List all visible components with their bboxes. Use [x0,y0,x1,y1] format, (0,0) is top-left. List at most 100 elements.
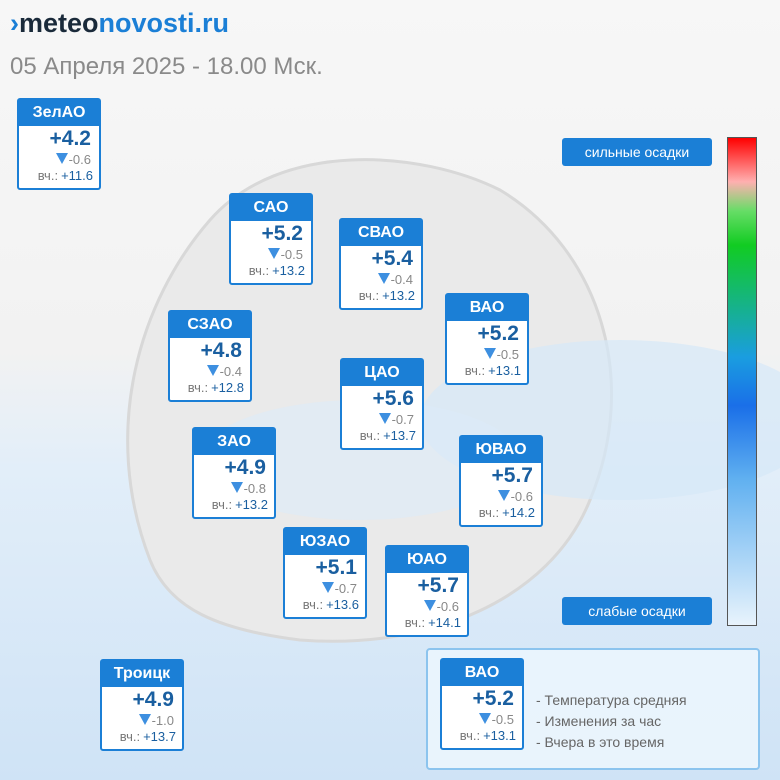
hourly-change: -0.8 [194,481,274,496]
change-value: -0.6 [68,152,91,167]
legend-item: - Изменения за час [536,713,662,729]
yesterday: вч.: +13.1 [447,362,527,383]
yesterday-value: +13.2 [382,288,415,303]
temperature: +5.2 [477,322,519,345]
change-value: -0.6 [436,599,459,614]
yesterday-label: вч.: [302,597,324,612]
down-arrow [321,582,334,593]
district-name: Троицк [102,661,182,687]
yesterday: вч.: +14.1 [387,614,467,635]
down-arrow [230,482,243,493]
temperature: +5.7 [417,574,459,597]
yesterday-value: +13.2 [272,263,305,278]
change-value: -0.5 [496,347,519,362]
temperature: +5.1 [315,556,357,579]
yesterday-label: вч.: [478,505,500,520]
yesterday: вч.: +13.1 [442,727,522,748]
yesterday-label: вч.: [211,497,233,512]
district-card: ВАО +5.2 -0.5 вч.: +13.1 [440,658,524,750]
down-arrow [138,714,151,725]
yesterday-label: вч.: [37,168,59,183]
hourly-change: -0.6 [461,489,541,504]
yesterday: вч.: +13.6 [285,596,365,617]
down-arrow [423,600,436,611]
hourly-change: -0.4 [170,364,250,379]
yesterday: вч.: +13.7 [342,427,422,448]
district-name: ЗАО [194,429,274,455]
change-value: -0.8 [243,481,266,496]
yesterday-label: вч.: [404,615,426,630]
yesterday-value: +13.2 [235,497,268,512]
yesterday: вч.: +12.8 [170,379,250,400]
precip-high-label: сильные осадки [562,138,712,166]
district-card: ВАО +5.2 -0.5 вч.: +13.1 [445,293,529,385]
yesterday: вч.: +14.2 [461,504,541,525]
yesterday: вч.: +11.6 [19,167,99,188]
precip-low-label: слабые осадки [562,597,712,625]
change-value: -0.5 [491,712,514,727]
yesterday-value: +11.6 [61,168,93,183]
temperature: +4.9 [224,456,266,479]
legend-item: - Вчера в это время [536,734,665,750]
yesterday-label: вч.: [119,729,141,744]
temperature: +5.2 [472,687,514,710]
yesterday: вч.: +13.2 [231,262,311,283]
yesterday-label: вч.: [359,428,381,443]
hourly-change: -0.5 [447,347,527,362]
hourly-change: -1.0 [102,713,182,728]
district-name: СВАО [341,220,421,246]
district-card: СВАО +5.4 -0.4 вч.: +13.2 [339,218,423,310]
hourly-change: -0.4 [341,272,421,287]
legend-item: - Температура средняя [536,692,687,708]
change-value: -0.5 [280,247,303,262]
yesterday: вч.: +13.7 [102,728,182,749]
yesterday-label: вч.: [358,288,380,303]
change-value: -1.0 [151,713,174,728]
change-value: -0.7 [334,581,357,596]
hourly-change: -0.7 [285,581,365,596]
district-name: ВАО [447,295,527,321]
subtitle: 05 Апреля 2025 - 18.00 Мск. [10,53,323,80]
district-name: ЮВАО [461,437,541,463]
district-name: СЗАО [170,312,250,338]
change-value: -0.4 [390,272,413,287]
yesterday-value: +13.1 [483,728,516,743]
legend-items: - Температура средняя - Изменения за час -… [536,690,687,753]
hourly-change: -0.6 [387,599,467,614]
hourly-change: -0.5 [231,247,311,262]
change-value: -0.4 [219,364,242,379]
down-arrow [267,248,280,259]
district-name: ВАО [442,660,522,686]
change-value: -0.7 [391,412,414,427]
logo: ›meteonovosti.ru [10,8,230,38]
district-name: ЦАО [342,360,422,386]
district-name: ЮАО [387,547,467,573]
logo-bold: meteo [19,8,99,38]
yesterday-label: вч.: [248,263,270,278]
hourly-change: -0.7 [342,412,422,427]
district-card: СЗАО +4.8 -0.4 вч.: +12.8 [168,310,252,402]
yesterday-value: +13.7 [383,428,416,443]
hourly-change: -0.6 [19,152,99,167]
down-arrow [55,153,68,164]
yesterday-value: +13.6 [326,597,359,612]
change-value: -0.6 [510,489,533,504]
down-arrow [206,365,219,376]
district-card: ЮВАО +5.7 -0.6 вч.: +14.2 [459,435,543,527]
down-arrow [483,348,496,359]
temperature: +4.2 [49,127,91,150]
temperature: +4.9 [132,688,174,711]
district-card: ЮАО +5.7 -0.6 вч.: +14.1 [385,545,469,637]
yesterday: вч.: +13.2 [194,496,274,517]
district-card: ЦАО +5.6 -0.7 вч.: +13.7 [340,358,424,450]
district-card: ЮЗАО +5.1 -0.7 вч.: +13.6 [283,527,367,619]
yesterday: вч.: +13.2 [341,287,421,308]
yesterday-label: вч.: [187,380,209,395]
yesterday-value: +12.8 [211,380,244,395]
district-name: ЮЗАО [285,529,365,555]
yesterday-value: +14.1 [428,615,461,630]
precip-color-bar [727,137,757,626]
yesterday-label: вч.: [464,363,486,378]
temperature: +4.8 [200,339,242,362]
